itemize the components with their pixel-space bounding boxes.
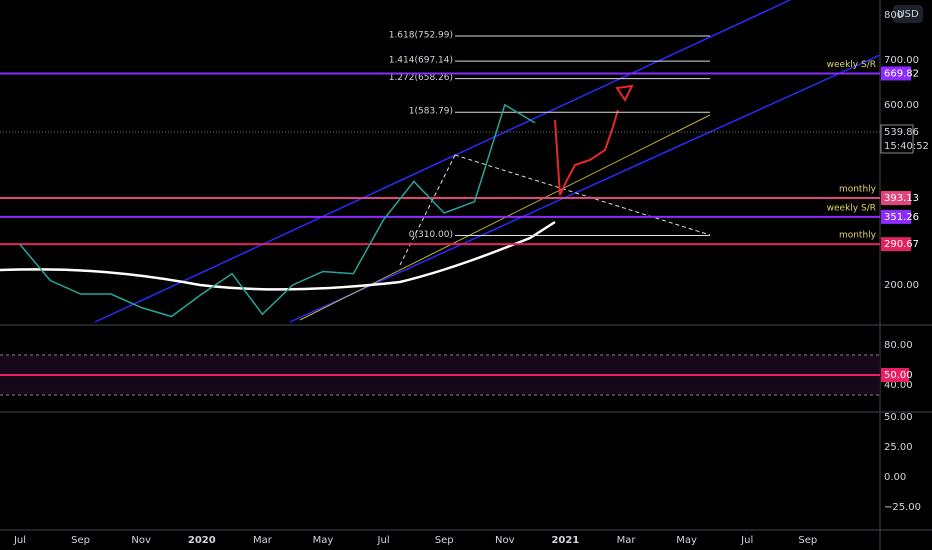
x-tick-label: Nov [495,535,515,546]
x-tick-label: Jul [377,535,390,546]
rsi-level-label: 50.00 [884,370,913,381]
level-badge [881,209,911,224]
last-price-badge [880,124,914,154]
triangle-line [454,154,711,236]
level-label: 393.13 [884,193,919,204]
level-name: weekly S/R [827,203,876,213]
y-tick-label: 800 [884,10,903,21]
macd-tick-label: −25.00 [884,502,921,513]
rsi-tick-label: 80.00 [884,340,913,351]
x-tick-label: May [313,535,334,546]
currency-badge[interactable] [893,5,923,23]
macd-tick-label: 25.00 [884,442,913,453]
macd-tick-label: 50.00 [884,412,913,423]
level-badge [881,66,911,81]
projection-arrow [554,109,619,196]
moving-average [0,220,556,291]
y-tick-label: 600.00 [884,100,919,111]
x-tick-label: Sep [435,535,454,546]
price-line [19,103,536,318]
fib-label: 1.414(697.14) [389,56,453,66]
x-tick-label: Nov [131,535,151,546]
level-label: 669.82 [884,68,919,79]
x-tick-label: Jul [740,535,753,546]
x-tick-label: Mar [253,535,273,546]
x-tick-label: May [676,535,697,546]
arrow-head [615,84,634,102]
y-tick-label: 200.00 [884,280,919,291]
channel-line [94,0,791,323]
x-tick-label: Jul [13,535,26,546]
level-label: 351.26 [884,212,919,223]
last-price-label: 539.86 [884,127,919,138]
channel-line [289,54,881,323]
x-tick-label: Sep [798,535,817,546]
level-name: monthly [839,185,877,195]
level-name: weekly S/R [827,60,876,70]
level-badge [881,237,911,252]
x-tick-label: Mar [617,535,637,546]
x-tick-label: Sep [71,535,90,546]
rsi-tick-label: 40.00 [884,380,913,391]
fib-label: 1(583.79) [409,107,453,117]
x-tick-label: 2021 [551,535,579,546]
x-tick-label: 2020 [188,535,216,546]
countdown: 15:40:52 [884,141,929,152]
fib-label: 1.272(658.26) [389,73,453,83]
level-label: 290.67 [884,239,919,250]
fib-label: 0(310.00) [409,230,453,240]
rsi-badge [881,368,909,382]
y-tick-label: 700.00 [884,55,919,66]
currency: USD [897,9,919,20]
level-badge [881,191,911,206]
fib-label: 1.618(752.99) [389,31,453,41]
level-name: monthly [839,231,877,241]
macd-tick-label: 0.00 [884,472,906,483]
